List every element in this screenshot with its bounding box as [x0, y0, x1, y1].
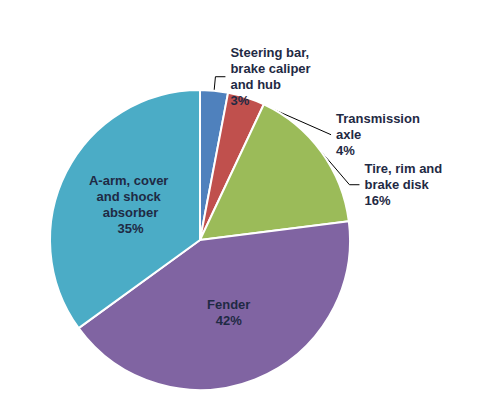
- svg-text:3%: 3%: [230, 93, 249, 108]
- svg-text:Tire, rim and: Tire, rim and: [364, 161, 445, 176]
- svg-text:35%: 35%: [117, 221, 143, 236]
- svg-text:4%: 4%: [336, 143, 355, 158]
- svg-text:Steering bar,: Steering bar,: [230, 45, 312, 60]
- svg-text:and shock: and shock: [97, 189, 165, 204]
- svg-text:and hub: and hub: [230, 77, 281, 92]
- svg-text:16%: 16%: [364, 193, 390, 208]
- svg-text:Transmission: Transmission: [336, 111, 423, 126]
- svg-text:42%: 42%: [216, 313, 242, 328]
- svg-text:brake disk: brake disk: [364, 177, 429, 192]
- svg-text:absorber: absorber: [103, 205, 159, 220]
- svg-text:axle: axle: [336, 127, 361, 142]
- svg-text:Fender: Fender: [207, 297, 250, 312]
- svg-text:A-arm, cover: A-arm, cover: [89, 173, 172, 188]
- svg-text:brake caliper: brake caliper: [230, 61, 314, 76]
